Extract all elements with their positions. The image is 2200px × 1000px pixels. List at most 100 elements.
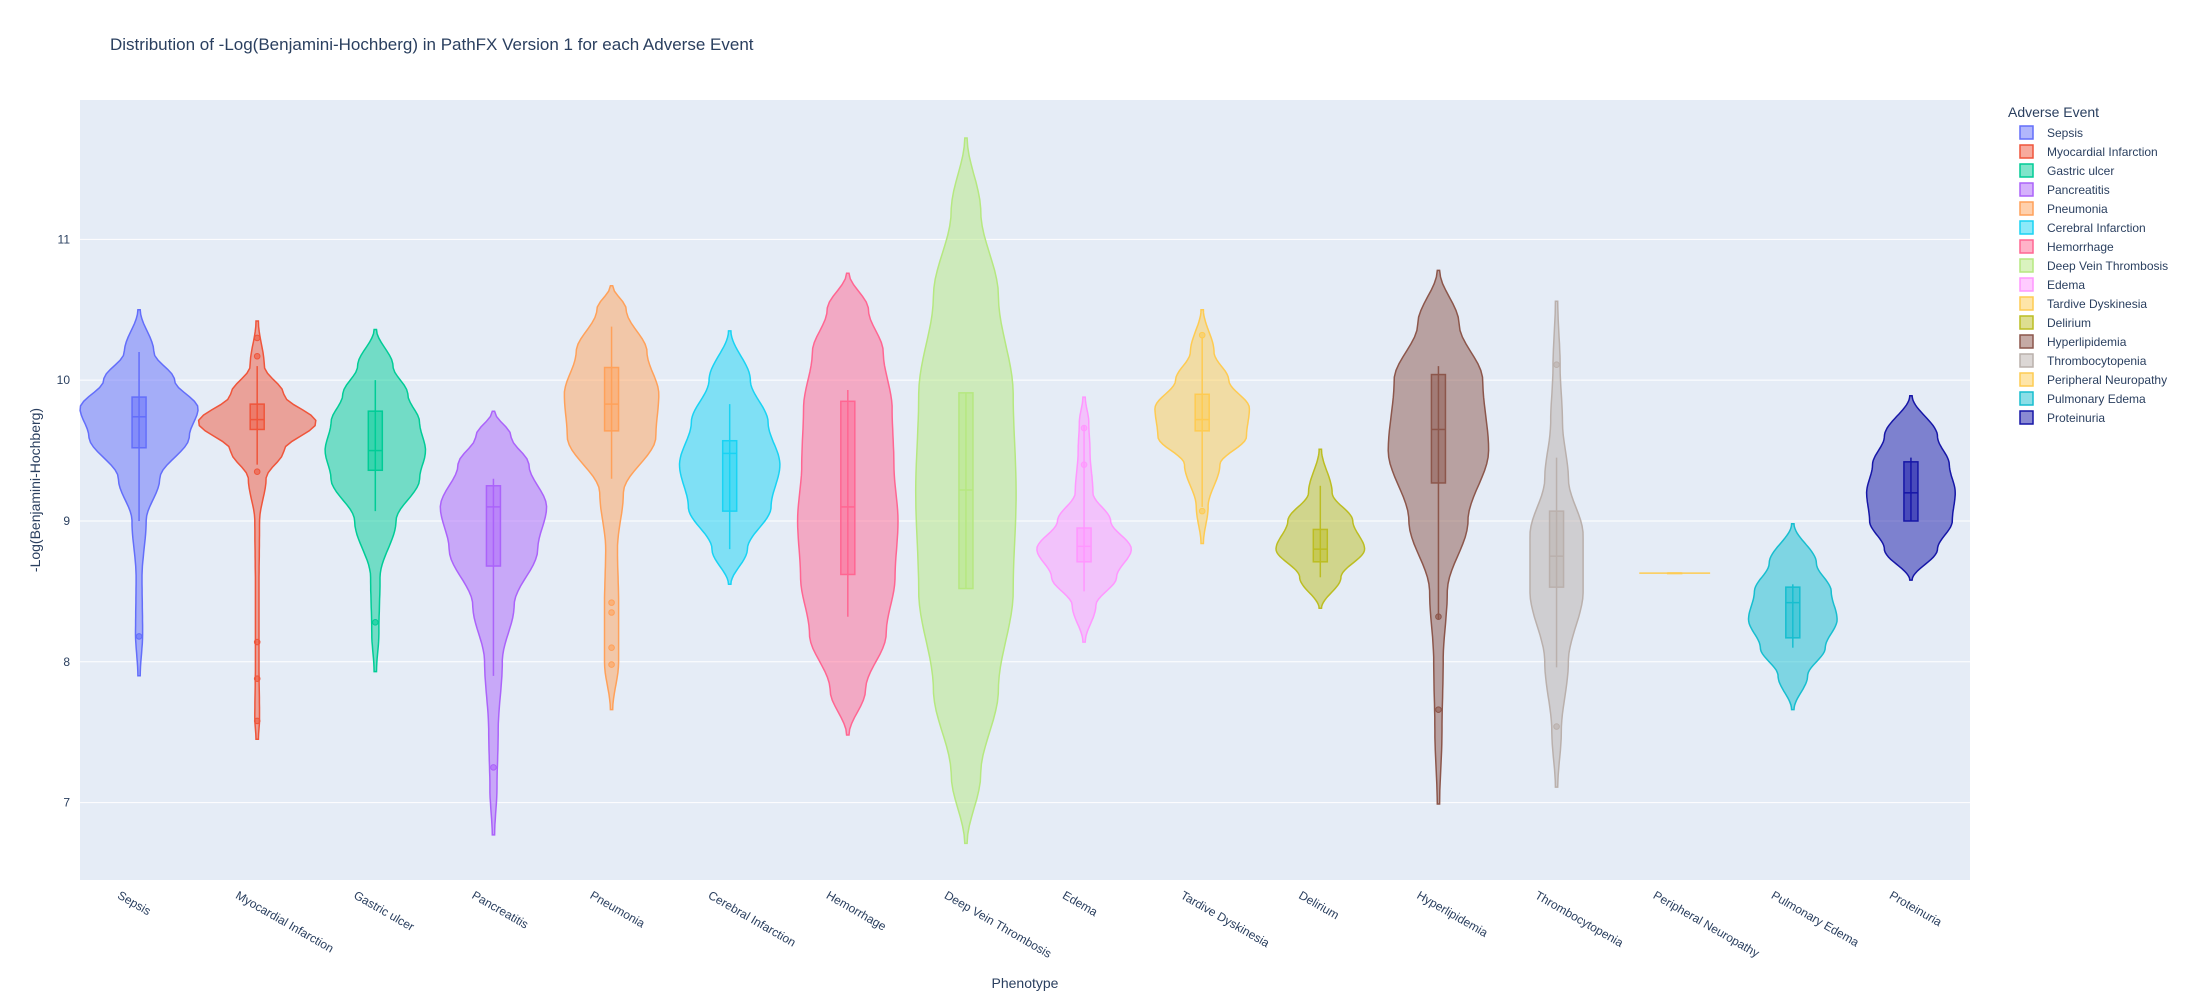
- violin-outlier: [1435, 613, 1442, 621]
- legend-item[interactable]: Edema: [2019, 277, 2085, 292]
- y-tick-label: 9: [63, 514, 70, 528]
- violin-gastric-ulcer: [324, 328, 427, 673]
- violin-myocardial-infarction: [197, 320, 317, 740]
- violin-outlier: [1553, 361, 1560, 368]
- violin-outlier: [372, 619, 379, 626]
- legend-title: Adverse Event: [2008, 104, 2099, 120]
- legend-label: Sepsis: [2047, 126, 2083, 140]
- legend-item[interactable]: Hyperlipidemia: [2019, 334, 2127, 349]
- violin-outlier: [608, 661, 615, 668]
- violin-hyperlipidemia: [1387, 269, 1490, 805]
- legend-label: Myocardial Infarction: [2047, 145, 2158, 159]
- legend-swatch: [2019, 201, 2034, 216]
- violin-outlier: [253, 717, 261, 725]
- legend-item[interactable]: Proteinuria: [2019, 410, 2105, 425]
- violin-box: [1076, 527, 1092, 563]
- legend-label: Thrombocytopenia: [2047, 354, 2147, 368]
- violin-outlier: [1435, 706, 1442, 713]
- violin-body: [563, 285, 660, 711]
- legend-label: Delirium: [2047, 316, 2091, 330]
- violin-hemorrhage: [796, 272, 899, 736]
- legend-label: Gastric ulcer: [2047, 164, 2114, 178]
- legend-item[interactable]: Pneumonia: [2019, 201, 2108, 216]
- violin-box: [840, 400, 856, 576]
- violin-proteinuria: [1865, 394, 1956, 581]
- legend: Adverse Event Sepsis Myocardial Infarctio…: [2008, 104, 2168, 425]
- violin-outlier: [253, 675, 261, 682]
- x-tick-label: Sepsis: [115, 888, 153, 918]
- violin-box: [1194, 393, 1210, 432]
- legend-swatch: [2019, 391, 2034, 406]
- legend-swatch: [2019, 296, 2034, 311]
- legend-swatch: [2019, 372, 2034, 387]
- violin-box: [1785, 586, 1801, 639]
- violin-box: [603, 366, 620, 432]
- legend-swatch: [2019, 258, 2034, 273]
- y-tick-label: 7: [63, 796, 70, 810]
- x-tick-label: Gastric ulcer: [351, 888, 416, 934]
- violin-outlier: [1198, 507, 1206, 515]
- y-axis-ticks: 7 8 9 10 11: [57, 232, 71, 809]
- x-tick-label: Edema: [1060, 888, 1100, 919]
- legend-item[interactable]: Cerebral Infarction: [2019, 220, 2146, 235]
- violin-outlier: [490, 764, 497, 771]
- legend-swatch: [2019, 410, 2034, 425]
- legend-swatch: [2019, 239, 2034, 254]
- legend-items: Sepsis Myocardial Infarction Gastric ulcer…: [2019, 125, 2168, 425]
- legend-label: Pneumonia: [2047, 202, 2108, 216]
- violin-delirium: [1275, 448, 1366, 610]
- violin-edema: [1036, 396, 1133, 643]
- legend-item[interactable]: Sepsis: [2019, 125, 2083, 140]
- legend-item[interactable]: Gastric ulcer: [2019, 163, 2114, 178]
- legend-item[interactable]: Pancreatitis: [2019, 182, 2110, 197]
- violin-outlier: [608, 599, 615, 606]
- y-tick-label: 8: [63, 655, 70, 669]
- violin-outlier: [253, 638, 261, 646]
- violin-tardive-dyskinesia: [1154, 309, 1251, 545]
- y-axis-title: -Log(Benjamini-Hochberg): [27, 408, 43, 572]
- violin-outlier: [135, 633, 143, 640]
- legend-swatch: [2019, 144, 2034, 159]
- legend-item[interactable]: Hemorrhage: [2019, 239, 2114, 254]
- y-tick-label: 11: [58, 232, 71, 246]
- legend-label: Peripheral Neuropathy: [2047, 373, 2167, 387]
- chart-title: Distribution of -Log(Benjamini-Hochberg)…: [110, 35, 754, 54]
- legend-label: Pancreatitis: [2047, 183, 2110, 197]
- violin-outlier: [253, 468, 261, 475]
- legend-label: Pulmonary Edema: [2047, 392, 2146, 406]
- x-tick-label: Pancreatitis: [470, 888, 531, 931]
- legend-item[interactable]: Peripheral Neuropathy: [2019, 372, 2167, 387]
- legend-swatch: [2019, 353, 2034, 368]
- violins: [79, 137, 1956, 845]
- x-axis-ticks: Sepsis Myocardial Infarction Gastric ulcer…: [115, 888, 1944, 961]
- legend-swatch: [2019, 125, 2034, 140]
- violin-box: [1903, 461, 1919, 522]
- violin-pneumonia: [563, 285, 660, 711]
- violin-box: [721, 439, 738, 512]
- violin-outlier: [253, 334, 261, 342]
- legend-swatch: [2019, 182, 2034, 197]
- violin-cerebral-infarction: [678, 330, 781, 586]
- violin-pulmonary-edema: [1747, 523, 1838, 711]
- violin-box: [131, 396, 147, 449]
- x-tick-label: Delirium: [1296, 888, 1341, 922]
- legend-label: Deep Vein Thrombosis: [2047, 259, 2168, 273]
- violin-sepsis: [79, 309, 199, 677]
- legend-item[interactable]: Tardive Dyskinesia: [2019, 296, 2147, 311]
- legend-swatch: [2019, 163, 2034, 178]
- legend-item[interactable]: Pulmonary Edema: [2019, 391, 2146, 406]
- legend-item[interactable]: Delirium: [2019, 315, 2091, 330]
- y-tick-label: 10: [57, 373, 71, 387]
- legend-label: Edema: [2047, 278, 2085, 292]
- legend-item[interactable]: Thrombocytopenia: [2019, 353, 2147, 368]
- violin-pancreatitis: [439, 410, 548, 836]
- x-tick-label: Cerebral Infarction: [706, 888, 798, 949]
- legend-item[interactable]: Deep Vein Thrombosis: [2019, 258, 2168, 273]
- x-tick-label: Pneumonia: [588, 888, 648, 931]
- legend-label: Tardive Dyskinesia: [2047, 297, 2147, 311]
- legend-item[interactable]: Myocardial Infarction: [2019, 144, 2158, 159]
- legend-label: Hemorrhage: [2047, 240, 2114, 254]
- violin-peripheral-neuropathy: [1639, 572, 1711, 575]
- violin-thrombocytopenia: [1529, 300, 1584, 788]
